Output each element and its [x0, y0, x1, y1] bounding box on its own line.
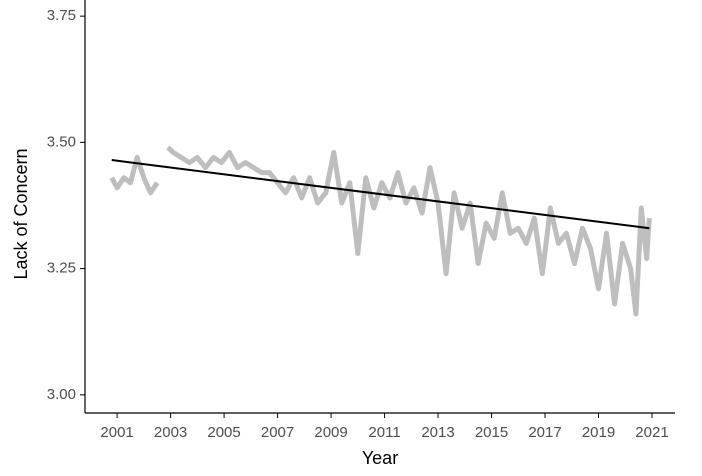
x-tick-label: 2009 [314, 424, 347, 441]
x-tick-label: 2019 [582, 424, 615, 441]
x-tick-label: 2003 [154, 424, 187, 441]
x-tick-label: 2005 [207, 424, 240, 441]
x-axis-title: Year [362, 448, 398, 468]
y-tick-label: 3.00 [47, 386, 76, 403]
y-axis-title: Lack of Concern [11, 148, 31, 279]
x-tick-label: 2007 [261, 424, 294, 441]
series-line [109, 145, 652, 317]
x-tick-label: 2011 [368, 424, 400, 441]
series-line [111, 159, 650, 230]
x-tick-label: 2015 [475, 424, 508, 441]
y-tick-label: 3.25 [47, 260, 76, 277]
x-tick-label: 2013 [421, 424, 454, 441]
y-tick-label: 3.75 [47, 7, 76, 24]
x-tick-label: 2001 [100, 424, 133, 441]
x-tick-label: 2017 [528, 424, 561, 441]
y-tick-label: 3.50 [47, 133, 76, 150]
x-tick-label: 2021 [635, 424, 668, 441]
